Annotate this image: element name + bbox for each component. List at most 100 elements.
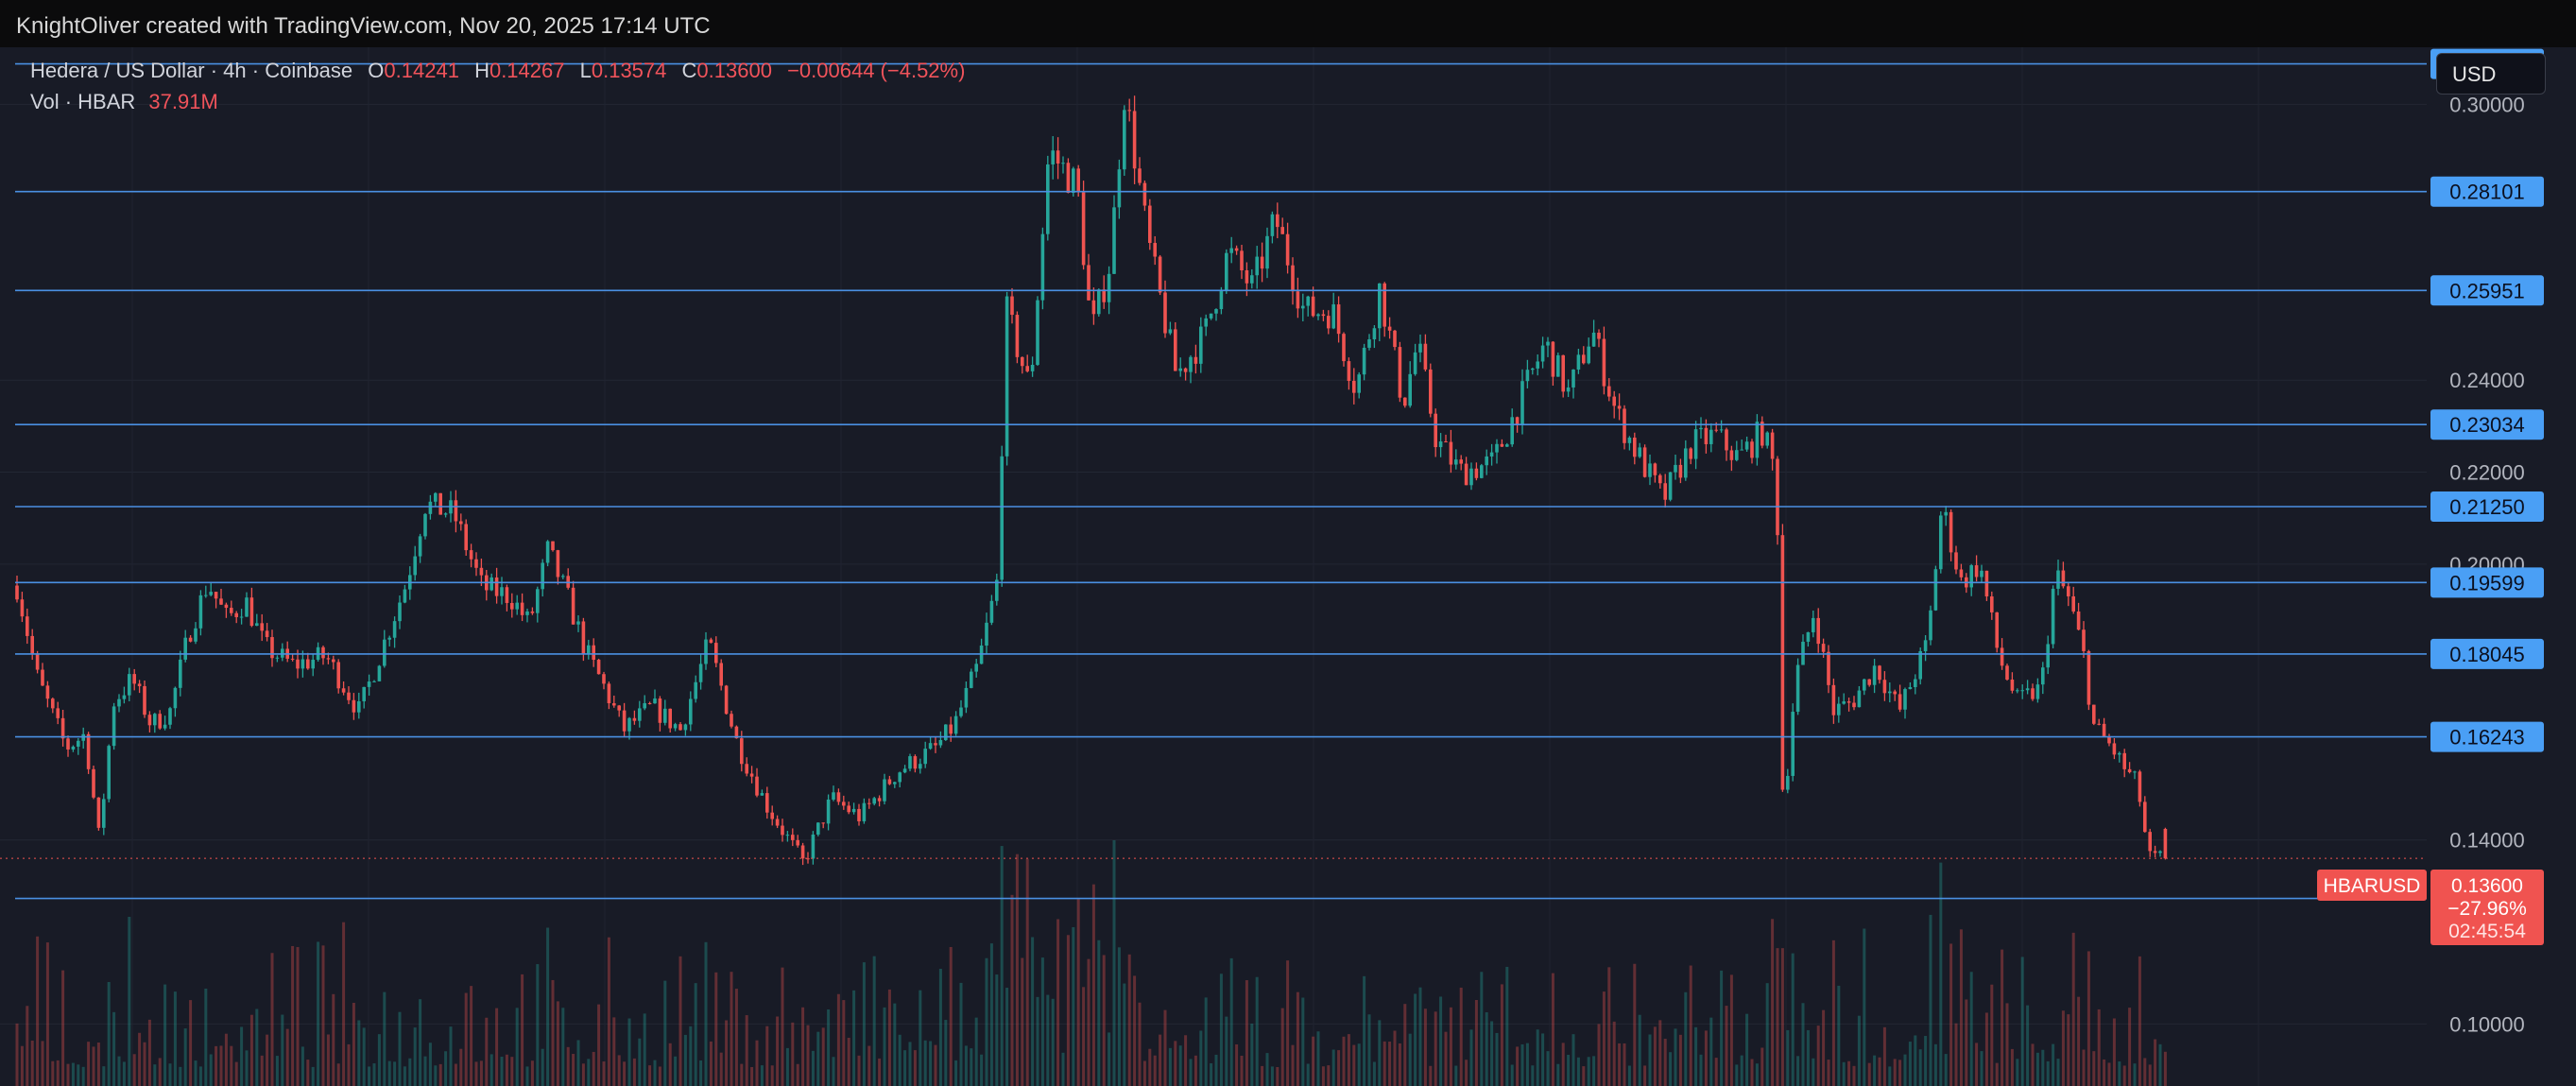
candle-body <box>1158 256 1162 293</box>
candle-body <box>204 595 208 596</box>
volume-bar <box>372 1063 376 1086</box>
candle-body <box>1954 552 1958 570</box>
candle-body <box>147 715 152 726</box>
volume-bar <box>1669 1052 1673 1086</box>
candle-body <box>1648 463 1652 477</box>
volume-bar <box>867 1045 871 1086</box>
candle-body <box>928 743 933 750</box>
candle-body <box>1929 610 1932 641</box>
candle-body <box>602 674 606 684</box>
candle-body <box>1183 368 1188 372</box>
currency-button[interactable]: USD <box>2436 53 2546 95</box>
candle-body <box>1107 273 1111 302</box>
candle-body <box>1352 380 1356 393</box>
volume-bar <box>1612 1021 1616 1086</box>
candle-body <box>1214 309 1218 314</box>
volume-bar <box>668 1043 672 1086</box>
candle-body <box>1786 775 1790 790</box>
volume-bar <box>638 1038 642 1086</box>
horizontal-levels[interactable] <box>15 62 2427 900</box>
candle-body <box>1061 163 1065 164</box>
volume-bar <box>1546 1051 1550 1086</box>
volume-bar <box>408 1058 412 1086</box>
volume-bar <box>153 1064 157 1086</box>
candle-body <box>1709 429 1713 444</box>
volume-bar <box>714 972 718 1086</box>
candle-body <box>1939 515 1943 570</box>
candle-body <box>919 764 922 769</box>
volume-bar <box>592 1051 595 1086</box>
candle-body <box>887 779 892 784</box>
volume-bar <box>1382 1041 1386 1086</box>
volume-bar <box>587 1059 591 1086</box>
candle-body <box>352 699 356 713</box>
candle-body <box>1914 679 1917 687</box>
candle-body <box>1021 356 1024 367</box>
price-axis[interactable]: 0.300000.240000.220000.200000.140000.100… <box>2427 47 2576 1086</box>
candle-body <box>1617 405 1622 409</box>
candle-body <box>459 521 463 525</box>
volume-bar <box>1235 1044 1239 1086</box>
volume-bar <box>2071 932 2075 1086</box>
volume-bar <box>1076 898 1080 1086</box>
volume-bar <box>1204 997 1208 1086</box>
candle-body <box>102 799 106 828</box>
candle-body <box>1984 570 1989 597</box>
volume-bar <box>842 1000 846 1086</box>
volume-bar <box>1072 926 1075 1086</box>
volume-bar <box>1174 1041 1177 1086</box>
candle-body <box>2051 588 2055 645</box>
volume-bar <box>872 956 876 1086</box>
volume-bar <box>801 1007 805 1086</box>
volume-bar <box>1301 997 1305 1086</box>
candle-body <box>1933 569 1938 611</box>
candle-body <box>668 708 672 729</box>
candle-body <box>1403 397 1407 406</box>
volume-bar <box>1210 1063 1213 1086</box>
candle-body <box>1474 468 1479 478</box>
volume-bar <box>1694 1026 1698 1086</box>
candle-body <box>1444 441 1448 443</box>
candle-body <box>643 702 646 709</box>
volume-bar <box>1117 947 1121 1086</box>
volume-bar <box>117 1056 121 1086</box>
volume-bar <box>597 1004 601 1086</box>
volume-label: Vol · HBAR <box>30 90 136 113</box>
candle-body <box>800 845 805 859</box>
volume-bar <box>1914 1035 1917 1086</box>
volume-bar <box>71 1062 75 1086</box>
volume-bar <box>1449 1007 1452 1086</box>
volume-bar <box>464 992 468 1086</box>
volume-bar <box>1225 1016 1228 1086</box>
candle-body <box>1816 617 1820 645</box>
volume-bar <box>1929 914 1932 1086</box>
candle-body <box>1944 511 1948 516</box>
chart-area[interactable]: 0.30000 0.24000 0.22000 0.20000 0.14000 0.100… <box>0 47 2576 1086</box>
volume-bar <box>1806 1029 1810 1086</box>
volume-bar <box>270 953 274 1086</box>
candlestick-series <box>15 95 2168 866</box>
volume-bar <box>189 1000 193 1086</box>
candle-body <box>1780 535 1785 790</box>
price-chart[interactable]: 0.300000.240000.220000.200000.140000.100… <box>0 47 2576 1086</box>
volume-bar <box>1403 1004 1407 1086</box>
level-badge-bg <box>2430 567 2544 598</box>
volume-bar <box>1852 1065 1856 1086</box>
candle-body <box>816 822 820 835</box>
volume-bar <box>893 1003 897 1086</box>
volume-bar <box>1898 1060 1902 1086</box>
volume-bar <box>87 1042 91 1086</box>
candle-body <box>1765 432 1769 446</box>
volume-bar <box>500 1057 504 1086</box>
candle-body <box>1689 448 1692 459</box>
volume-bar <box>1194 1055 1197 1086</box>
candle-body <box>2016 690 2019 692</box>
volume-bar <box>908 1042 912 1086</box>
candle-body <box>45 685 50 699</box>
volume-bar <box>2031 1043 2035 1086</box>
volume-bar <box>1965 999 1968 1086</box>
candle-body <box>2067 586 2070 596</box>
volume-bar <box>1939 862 1943 1086</box>
candle-body <box>469 550 473 560</box>
candle-body <box>1454 459 1458 465</box>
